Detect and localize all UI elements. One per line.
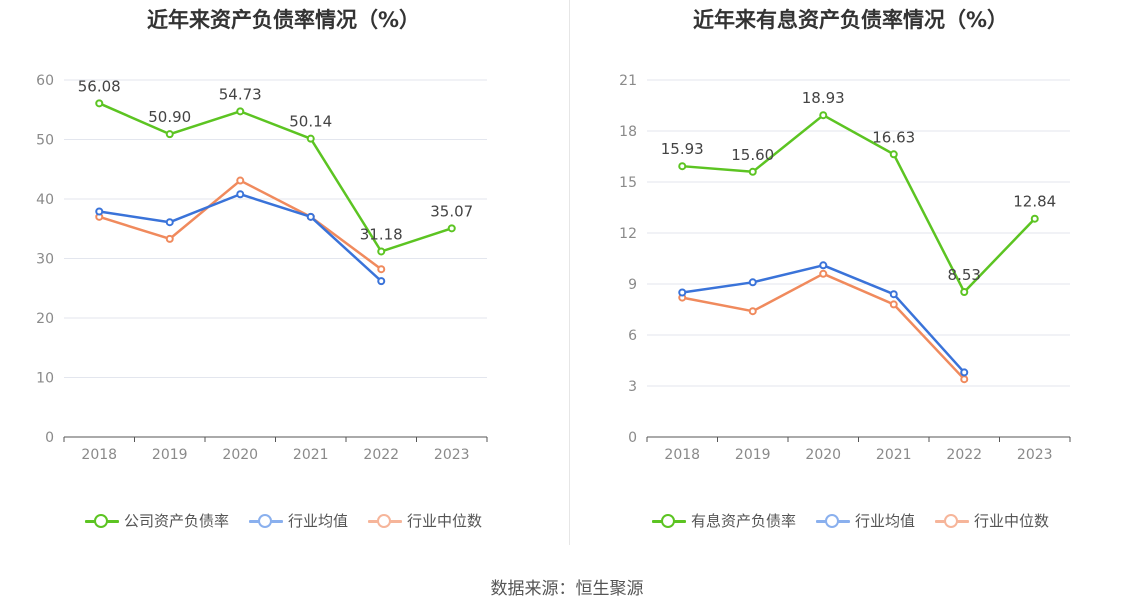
data-point [889,300,898,309]
y-tick-label: 3 [628,379,637,395]
data-point [819,269,828,278]
interest-debt-ratio-chart: 近年来有息资产负债率情况（%） 0 3 6 9 12 15 18 21 2018 2019 2020… [567,0,1134,545]
data-label: 12.84 [1013,193,1056,211]
y-tick-label: 10 [36,371,54,387]
legend-marker-icon [815,513,850,528]
data-point [165,130,174,139]
legend-item[interactable]: 行业中位数 [368,510,482,531]
data-point [748,167,757,176]
x-tick-label: 2018 [81,447,117,463]
data-point [306,212,315,221]
legend-item[interactable]: 行业均值 [248,510,348,531]
data-point [95,99,104,108]
x-tick-label: 2022 [363,447,399,463]
series-line [98,102,453,253]
data-point [889,150,898,159]
data-label: 18.93 [802,89,845,107]
chart-legend: 有息资产负债率 行业均值 行业中位数 [567,510,1134,531]
chart-title: 近年来有息资产负债率情况（%） [692,8,1009,32]
y-tick-label: 40 [36,192,54,208]
legend-label: 行业均值 [854,512,915,530]
data-label: 50.90 [148,108,191,126]
debt-ratio-chart: 近年来资产负债率情况（%） 0 10 20 30 40 50 60 2018 2019 2020 2… [0,0,567,545]
data-point [377,247,386,256]
legend-item[interactable]: 行业中位数 [935,510,1049,531]
chart-plot-area: 0 3 6 9 12 15 18 21 2018 2019 2020 2021 2022 2023 15.9… [619,73,1071,463]
y-tick-label: 20 [36,311,54,327]
y-tick-label: 0 [45,430,54,446]
chart-plot-area: 0 10 20 30 40 50 60 2018 2019 2020 2021 2022 2023 56.… [36,73,488,463]
data-point [678,162,687,171]
data-point [1030,214,1039,223]
y-tick-label: 30 [36,252,54,268]
chart-legend: 公司资产负债率 行业均值 行业中位数 [0,510,567,531]
x-tick-label: 2021 [876,447,912,463]
legend-marker-icon [935,513,969,528]
y-tick-label: 50 [36,133,54,149]
legend-marker-icon [84,513,119,528]
x-tick-label: 2021 [293,447,329,463]
legend-item[interactable]: 行业均值 [815,510,915,531]
y-tick-label: 9 [628,277,637,293]
legend-marker-icon [368,513,402,528]
y-tick-label: 21 [619,73,637,89]
data-point [748,278,757,287]
data-point [819,261,828,270]
x-tick-label: 2019 [735,447,771,463]
chart-title: 近年来资产负债率情况（%） [146,8,421,32]
series-line [682,264,966,374]
legend-label: 有息资产负债率 [690,512,796,530]
x-tick-label: 2022 [946,447,982,463]
x-tick-label: 2020 [805,447,841,463]
data-point [165,218,174,227]
data-point [447,224,456,233]
data-label: 31.18 [360,225,403,243]
data-source-note: 数据来源：恒生聚源 [490,579,644,599]
y-tick-label: 6 [628,328,637,344]
legend-label: 行业均值 [287,512,348,530]
data-label: 15.93 [661,140,704,158]
legend-label: 行业中位数 [974,512,1050,530]
data-point [165,234,174,243]
data-point [678,288,687,297]
x-tick-label: 2023 [1017,447,1053,463]
y-tick-label: 12 [619,226,637,242]
panel-divider [569,0,570,545]
data-point [377,265,386,274]
y-tick-label: 15 [619,175,637,191]
y-tick-label: 0 [628,430,637,446]
x-tick-label: 2019 [152,447,188,463]
data-point [236,176,245,185]
data-label: 16.63 [872,128,915,146]
data-label: 54.73 [219,85,262,103]
data-label: 15.60 [731,146,774,164]
data-point [236,190,245,199]
data-point [819,111,828,120]
data-point [377,277,386,286]
y-tick-label: 60 [36,73,54,89]
data-point [748,307,757,316]
x-tick-label: 2018 [664,447,700,463]
data-label: 56.08 [78,77,121,95]
data-point [889,290,898,299]
data-label: 50.14 [289,113,332,131]
legend-label: 公司资产负债率 [123,512,229,530]
legend-item[interactable]: 有息资产负债率 [651,510,796,531]
data-point [960,375,969,384]
data-label: 8.53 [948,266,981,284]
y-tick-label: 18 [619,124,637,140]
series-line [682,113,1036,294]
data-point [306,134,315,143]
data-point [236,107,245,116]
data-point [95,207,104,216]
legend-item[interactable]: 公司资产负债率 [84,510,229,531]
data-label: 35.07 [430,202,473,220]
data-point [960,368,969,377]
legend-label: 行业中位数 [407,512,483,530]
legend-marker-icon [651,513,686,528]
x-tick-label: 2023 [434,447,470,463]
data-point [960,287,969,296]
legend-marker-icon [248,513,283,528]
x-tick-label: 2020 [222,447,258,463]
